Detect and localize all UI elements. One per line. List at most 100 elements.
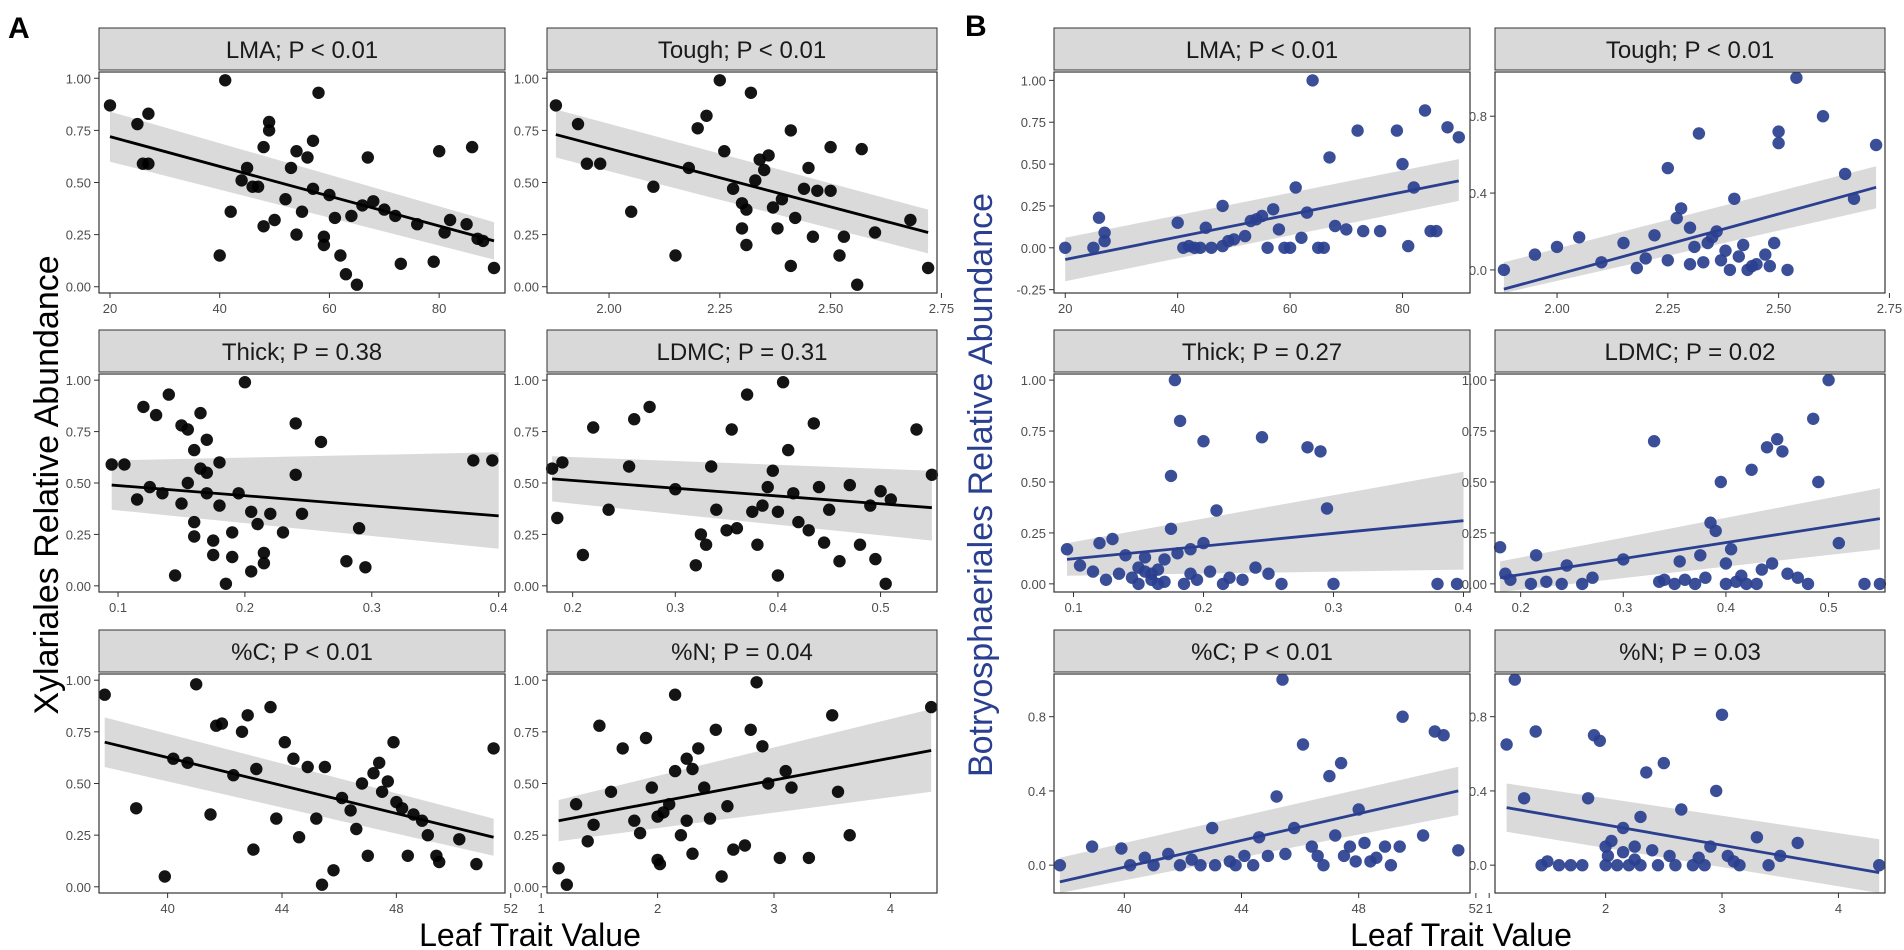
data-point — [853, 538, 867, 551]
data-point — [328, 211, 342, 225]
data-point — [1714, 254, 1728, 267]
data-point — [713, 74, 726, 87]
data-point — [824, 140, 837, 154]
data-point — [699, 538, 713, 551]
facet-panel: %C; P < 0.01 0.0 0.4 0.8 40 44 48 52 — [1028, 629, 1483, 916]
data-point — [1781, 263, 1794, 277]
x-tick-label: 2.25 — [707, 301, 732, 316]
data-point — [1092, 211, 1106, 224]
data-point — [1452, 131, 1466, 144]
x-tick-label: 0.5 — [872, 600, 890, 615]
y-tick-label: 1.00 — [66, 373, 91, 388]
data-point — [105, 458, 118, 471]
data-point — [1508, 673, 1522, 686]
data-point — [1714, 475, 1728, 489]
data-point — [1699, 571, 1712, 584]
data-point — [1737, 238, 1750, 252]
data-point — [552, 862, 565, 875]
data-point — [98, 688, 111, 701]
x-tick-label: 60 — [1283, 301, 1297, 316]
data-point — [1255, 431, 1269, 444]
data-point — [290, 228, 303, 241]
data-point — [1750, 831, 1764, 844]
facet-panel: LDMC; P = 0.02 0.00 0.25 0.50 0.75 1.00 0.2 0.3… — [1462, 329, 1887, 615]
data-point — [802, 851, 816, 865]
facet-panel: %N; P = 0.04 0.00 0.25 0.50 0.75 1.00 1 2 3 4 — [514, 629, 938, 916]
data-point — [361, 849, 374, 862]
data-point — [1576, 577, 1589, 591]
data-point — [1586, 571, 1599, 584]
data-point — [1053, 859, 1067, 872]
x-tick-label: 2.75 — [1877, 301, 1902, 316]
y-tick-label: 0.00 — [1021, 241, 1046, 256]
data-point — [268, 213, 281, 227]
data-point — [1205, 241, 1218, 254]
data-point — [350, 822, 363, 836]
data-point — [1261, 849, 1275, 863]
data-point — [1194, 859, 1207, 872]
data-point — [1393, 840, 1406, 853]
y-tick-label: 0.25 — [514, 228, 539, 243]
facet-panel: LDMC; P = 0.31 0.00 0.25 0.50 0.75 1.00 0.2 0.3… — [514, 329, 939, 615]
data-point — [1173, 414, 1187, 428]
y-tick-label: 1.00 — [1462, 373, 1487, 388]
data-point — [235, 174, 248, 187]
facet-title: %N; P = 0.03 — [1619, 639, 1761, 666]
y-tick-label: 0.50 — [514, 777, 539, 792]
data-point — [213, 456, 226, 469]
data-point — [645, 781, 658, 794]
y-tick-label: 0.50 — [66, 476, 91, 491]
data-point — [352, 522, 366, 535]
data-point — [1807, 412, 1820, 425]
data-point — [692, 742, 705, 755]
data-point — [224, 205, 237, 218]
data-point — [257, 546, 271, 560]
data-point — [340, 555, 353, 568]
data-point — [188, 443, 201, 457]
data-point — [1343, 840, 1357, 853]
data-point — [270, 812, 283, 825]
data-point — [1190, 573, 1204, 586]
regression-line — [109, 135, 495, 243]
y-tick-label: 0.0 — [1469, 263, 1487, 278]
data-point — [1763, 259, 1777, 273]
data-point — [1357, 224, 1370, 238]
y-tick-label: 0.00 — [66, 579, 91, 594]
data-point — [569, 798, 583, 811]
data-point — [207, 534, 220, 547]
data-point — [487, 742, 500, 755]
data-point — [226, 526, 239, 539]
data-point — [1384, 859, 1398, 872]
x-tick-label: 2.00 — [1544, 301, 1569, 316]
data-point — [1661, 161, 1675, 175]
data-point — [219, 74, 232, 87]
data-point — [200, 433, 213, 446]
data-point — [301, 151, 314, 164]
data-point — [1593, 734, 1607, 747]
data-point — [240, 161, 254, 175]
data-point — [1378, 840, 1392, 853]
data-point — [925, 468, 939, 481]
data-point — [1337, 849, 1351, 863]
x-tick-label: 0.2 — [236, 600, 254, 615]
data-point — [1710, 784, 1723, 798]
data-point — [1093, 536, 1106, 550]
x-axis-title-a: Leaf Trait Value — [419, 917, 641, 950]
data-point — [1555, 577, 1568, 591]
regression-line — [111, 483, 499, 518]
data-point — [486, 454, 499, 467]
data-point — [1791, 571, 1805, 584]
data-point — [295, 507, 309, 520]
data-point — [762, 149, 775, 162]
data-point — [1206, 821, 1219, 835]
y-tick-label: 0.25 — [1462, 526, 1487, 541]
data-point — [698, 781, 711, 794]
data-point — [467, 454, 480, 467]
data-point — [1349, 855, 1362, 868]
data-point — [247, 843, 260, 856]
data-point — [1262, 567, 1275, 580]
data-point — [1719, 577, 1733, 591]
data-point — [1719, 244, 1732, 257]
facet-title: Tough; P < 0.01 — [658, 37, 826, 64]
y-tick-label: 0.50 — [514, 476, 539, 491]
